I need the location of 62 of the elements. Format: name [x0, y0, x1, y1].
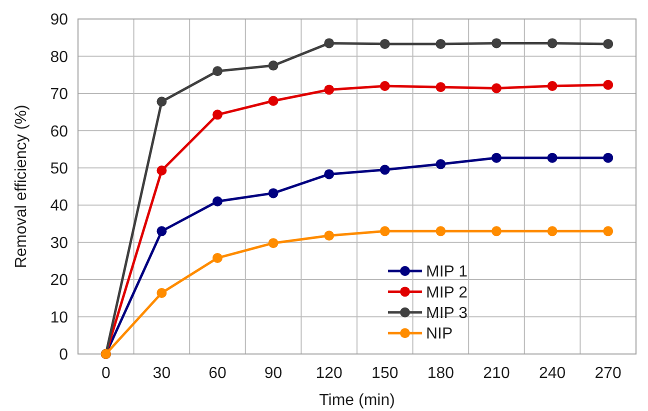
point — [436, 226, 446, 236]
point — [436, 82, 446, 92]
point — [380, 164, 390, 175]
y-tick-label: 50 — [50, 160, 68, 178]
point — [324, 84, 334, 95]
legend-label: NIP — [426, 326, 453, 343]
x-tick-label: 120 — [316, 365, 343, 382]
x-tick-label: 210 — [483, 365, 510, 382]
point — [268, 60, 278, 71]
point — [268, 238, 278, 248]
x-tick-label: 180 — [427, 365, 454, 382]
legend-label: MIP 2 — [426, 284, 468, 302]
x-tick-label: 240 — [538, 365, 566, 382]
point — [212, 252, 222, 263]
point — [547, 152, 558, 163]
legend-label: MIP 3 — [426, 305, 468, 322]
point — [380, 38, 390, 49]
point — [547, 81, 558, 91]
x-axis-title: Time (min) — [319, 392, 395, 409]
y-tick-label: 60 — [50, 123, 68, 140]
y-tick-label: 0 — [59, 346, 68, 364]
point — [436, 38, 446, 49]
point — [268, 188, 278, 198]
point — [156, 96, 167, 107]
point — [547, 226, 558, 236]
point — [492, 226, 502, 236]
point — [212, 196, 222, 206]
point — [492, 83, 502, 94]
x-tick-label: 90 — [264, 365, 282, 382]
point — [268, 96, 278, 106]
point — [156, 288, 167, 298]
x-tick-label: 60 — [208, 365, 226, 382]
point — [492, 152, 502, 163]
y-tick-label: 40 — [50, 198, 68, 215]
y-axis-title: Removal efficiency (%) — [13, 104, 30, 268]
x-tick-label: 30 — [152, 365, 171, 382]
y-tick-label: 70 — [50, 86, 68, 104]
point — [547, 38, 558, 48]
point — [603, 38, 614, 49]
point — [324, 38, 334, 48]
point — [492, 38, 502, 48]
point — [603, 80, 614, 90]
legend-label: MIP 1 — [426, 264, 468, 281]
point — [324, 169, 334, 180]
point — [380, 226, 390, 236]
point — [603, 152, 614, 163]
point — [212, 66, 222, 76]
point — [603, 226, 614, 236]
point — [324, 230, 334, 241]
x-tick-label: 270 — [594, 365, 622, 382]
x-tick-label: 0 — [101, 365, 110, 382]
y-tick-label: 80 — [50, 48, 68, 66]
point — [156, 165, 167, 176]
point — [212, 110, 222, 120]
y-tick-label: 90 — [50, 12, 68, 29]
x-tick-label: 150 — [372, 365, 398, 382]
point — [380, 81, 390, 91]
point — [156, 226, 167, 236]
y-tick-label: 10 — [50, 309, 68, 326]
y-tick-label: 20 — [50, 272, 68, 290]
y-tick-label: 30 — [50, 234, 68, 252]
point — [436, 159, 446, 170]
